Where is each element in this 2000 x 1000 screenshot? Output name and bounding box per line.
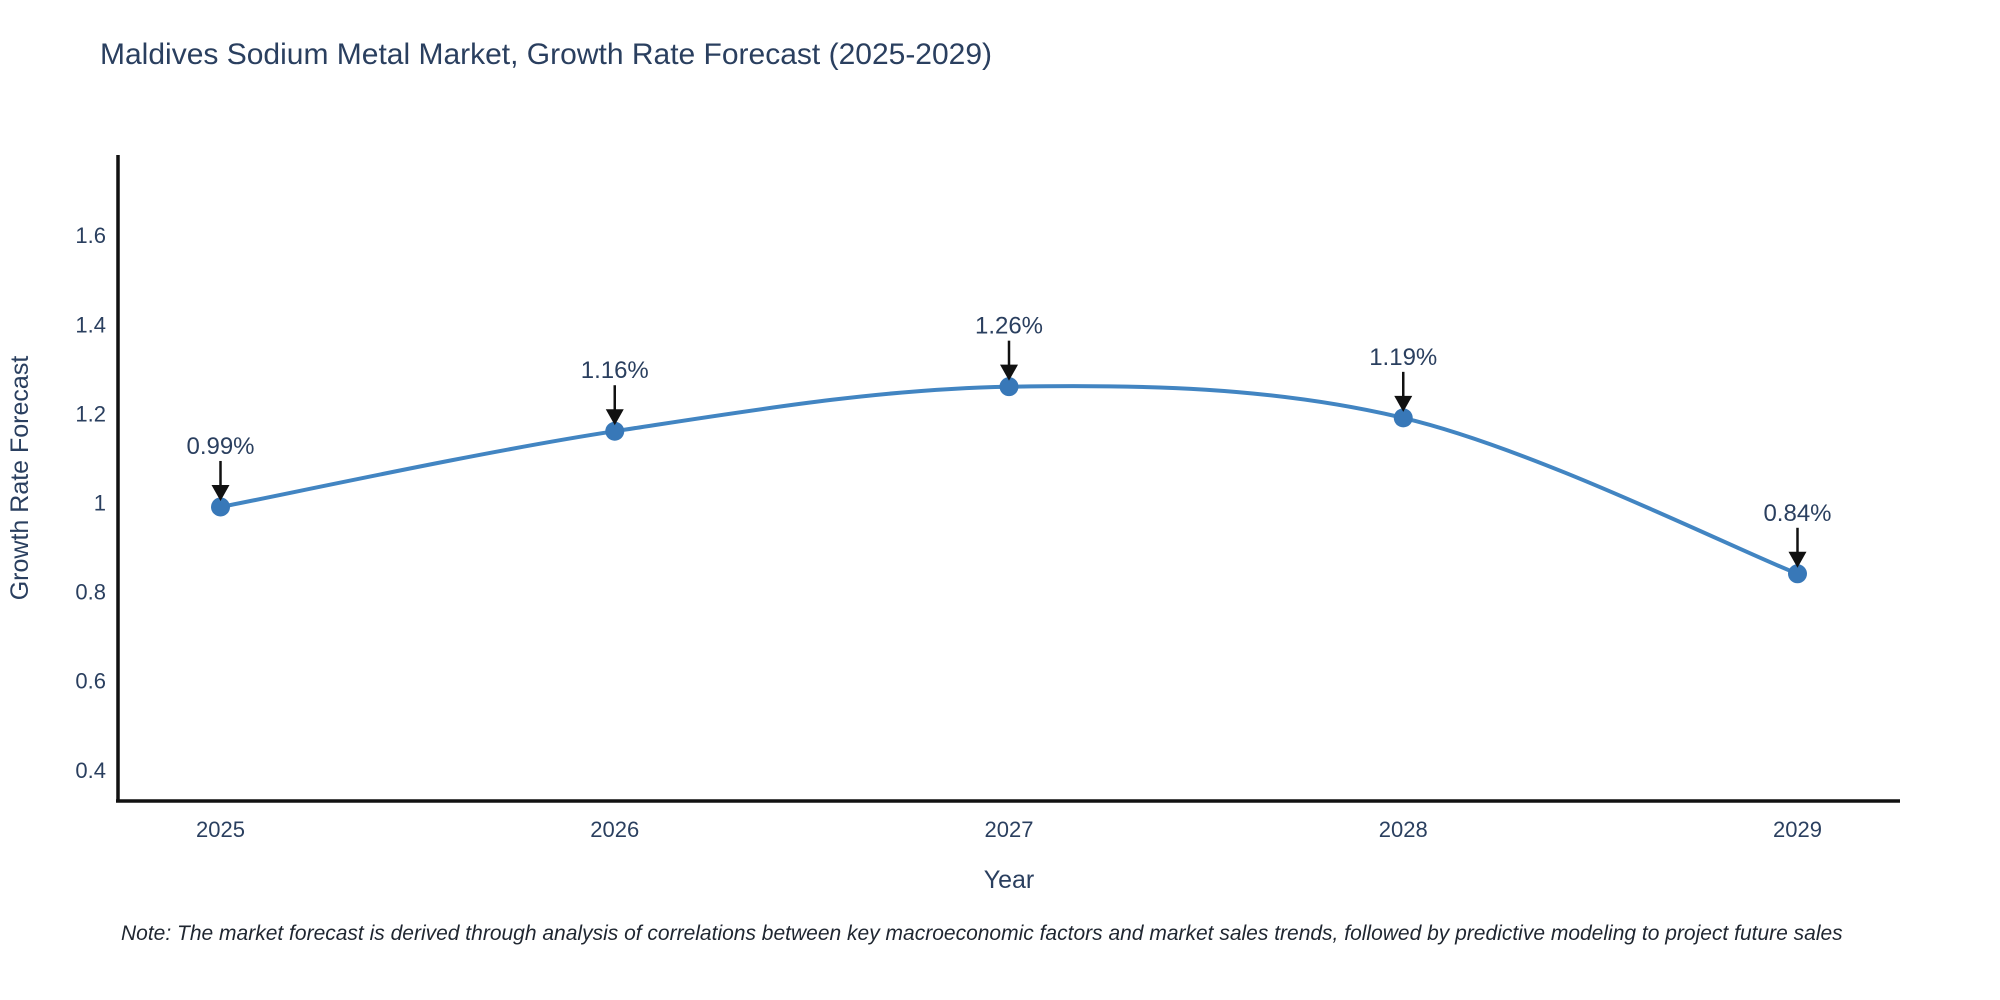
- x-axis-title: Year: [984, 866, 1035, 894]
- annotation-arrowhead-icon: [1788, 551, 1807, 568]
- x-tick-label: 2029: [1773, 817, 1822, 842]
- y-tick-label: 0.8: [75, 580, 106, 605]
- x-tick-label: 2028: [1379, 817, 1428, 842]
- chart-title: Maldives Sodium Metal Market, Growth Rat…: [100, 38, 993, 71]
- y-tick-label: 1.2: [75, 401, 106, 426]
- data-point-marker: [1393, 408, 1413, 428]
- annotation-arrowhead-icon: [1394, 395, 1413, 412]
- footnote: Note: The market forecast is derived thr…: [121, 922, 1843, 945]
- y-tick-label: 1.6: [75, 223, 106, 248]
- annotation-arrowhead-icon: [1000, 364, 1018, 381]
- annotation-arrowhead-icon: [605, 409, 624, 426]
- y-tick-label: 0.6: [75, 669, 106, 694]
- x-tick-label: 2026: [590, 817, 639, 842]
- y-tick-label: 1: [94, 491, 106, 516]
- x-tick-label: 2025: [196, 817, 245, 842]
- trend-line: [218, 384, 1800, 576]
- point-annotation-label: 1.26%: [975, 313, 1043, 340]
- point-annotation-label: 0.84%: [1763, 500, 1831, 527]
- x-tick-label: 2027: [985, 817, 1034, 842]
- data-point-marker: [1787, 564, 1807, 584]
- data-point-marker: [211, 497, 231, 517]
- data-point-marker: [999, 377, 1019, 397]
- point-annotation-label: 0.99%: [186, 433, 254, 460]
- data-point-marker: [605, 421, 625, 441]
- y-tick-label: 0.4: [75, 758, 106, 783]
- y-axis-title: Growth Rate Forecast: [6, 356, 34, 601]
- annotation-arrowhead-icon: [211, 484, 230, 501]
- point-annotation-label: 1.19%: [1369, 344, 1437, 371]
- y-tick-label: 1.4: [75, 312, 106, 337]
- point-annotation-label: 1.16%: [581, 357, 649, 384]
